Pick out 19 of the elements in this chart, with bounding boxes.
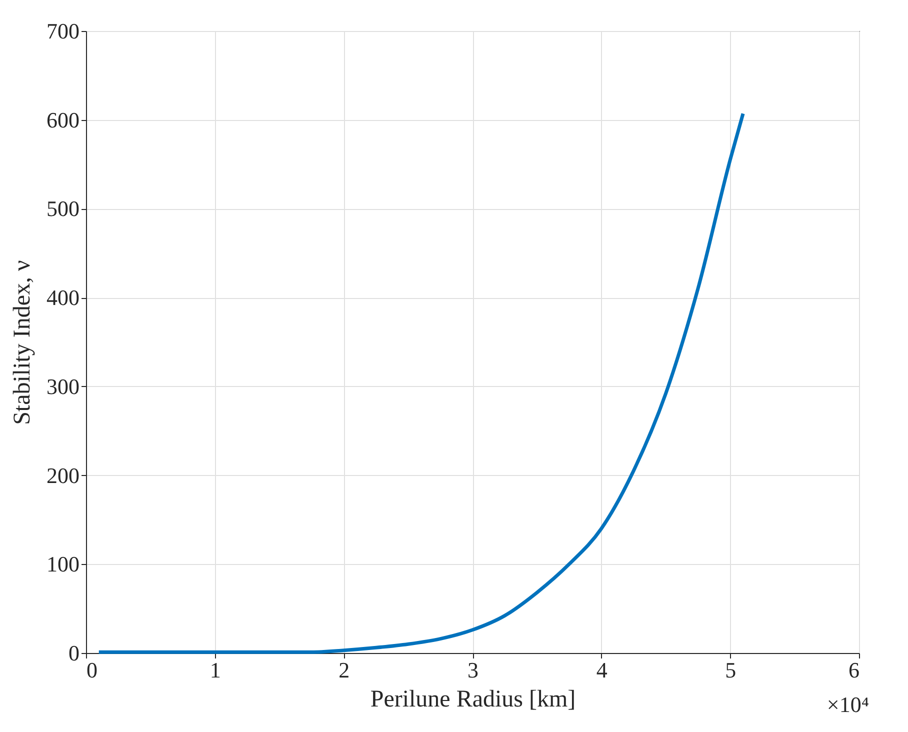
y-tick-label: 100 [46, 552, 80, 577]
y-axis-title: Stability Index, ν [10, 260, 36, 425]
y-tick-label: 600 [46, 107, 80, 132]
line-series [97, 112, 745, 654]
y-tick-label: 400 [46, 285, 80, 310]
x-tick-label: 4 [596, 658, 608, 682]
y-tick-label: 200 [46, 462, 80, 488]
y-tick-label: 300 [46, 374, 80, 399]
y-tick-label: 500 [46, 196, 80, 222]
y-tick-label: 700 [46, 18, 80, 44]
y-tick-label: 0 [68, 640, 80, 666]
x-tick-label: 6 [848, 658, 860, 682]
x-axis-title: Perilune Radius [km] [370, 686, 576, 712]
x-tick-label: 5 [725, 658, 736, 682]
x-tick-label: 3 [468, 658, 478, 682]
x-tick-label: 1 [210, 658, 221, 682]
x-tick-label: 2 [338, 658, 350, 682]
x-tick-label: 0 [86, 658, 98, 682]
text: ×10⁴ [826, 692, 870, 717]
